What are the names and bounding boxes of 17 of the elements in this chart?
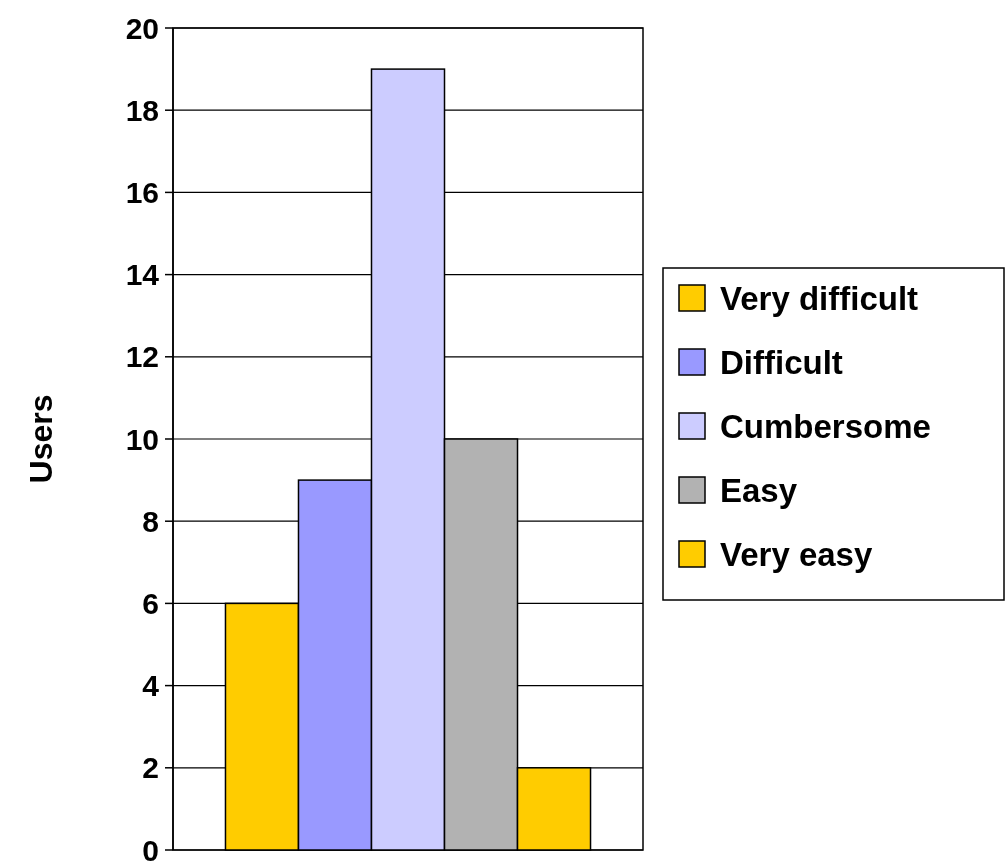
legend-label: Difficult bbox=[720, 343, 843, 381]
y-tick-label: 8 bbox=[142, 504, 159, 538]
y-tick-label: 6 bbox=[142, 586, 159, 620]
y-tick-label: 10 bbox=[125, 422, 159, 456]
y-tick-label: 14 bbox=[125, 258, 160, 292]
y-axis-title: Users bbox=[23, 394, 59, 484]
y-tick-label: 2 bbox=[142, 751, 159, 785]
legend-label: Very easy bbox=[720, 535, 873, 573]
legend-label: Cumbersome bbox=[720, 407, 931, 445]
legend-label: Easy bbox=[720, 471, 798, 509]
legend-label: Very difficult bbox=[720, 279, 919, 317]
y-tick-label: 16 bbox=[125, 175, 159, 209]
y-tick-label: 0 bbox=[142, 833, 159, 864]
y-tick-label: 4 bbox=[142, 669, 160, 703]
y-tick-label: 20 bbox=[125, 11, 159, 45]
y-tick-label: 18 bbox=[125, 93, 159, 127]
y-tick-label: 12 bbox=[125, 340, 159, 374]
